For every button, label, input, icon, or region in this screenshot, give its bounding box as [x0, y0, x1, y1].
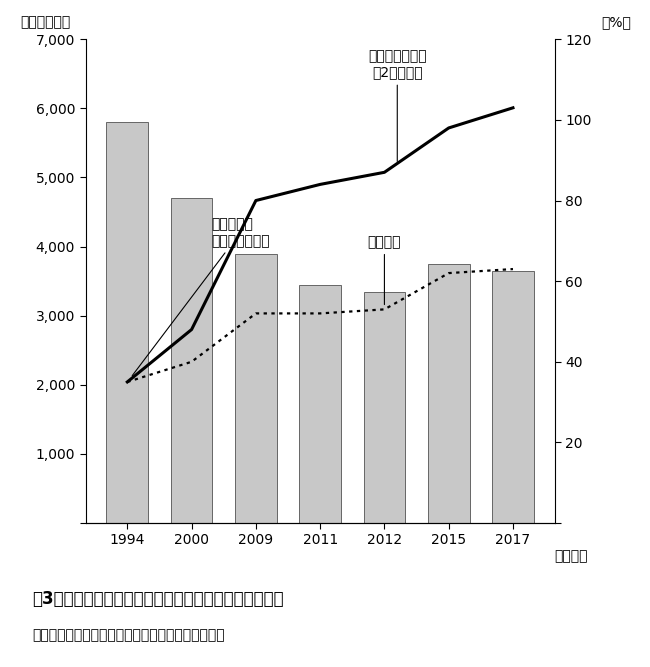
Text: 農家所得／
都市勤労者所得: 農家所得／ 都市勤労者所得	[132, 217, 270, 376]
Bar	[299, 285, 341, 523]
Text: （万ウォン）: （万ウォン）	[20, 15, 70, 29]
Text: 資料：農林部「農林水産食品主要統計」より作成。: 資料：農林部「農林水産食品主要統計」より作成。	[32, 628, 225, 642]
Bar	[235, 253, 277, 523]
Bar	[171, 198, 213, 523]
Bar	[492, 271, 534, 523]
Bar	[428, 264, 469, 523]
Text: （年度）: （年度）	[554, 550, 588, 564]
Text: 図3　韓国における農家所得と都市勤労者との所得格差: 図3 韓国における農家所得と都市勤労者との所得格差	[32, 590, 284, 608]
Text: （%）: （%）	[602, 15, 632, 29]
Bar	[363, 291, 406, 523]
Text: 都市勤労者所得
（2人以上）: 都市勤労者所得 （2人以上）	[368, 49, 426, 161]
Bar	[107, 122, 148, 523]
Text: 農家所得: 農家所得	[368, 235, 401, 305]
